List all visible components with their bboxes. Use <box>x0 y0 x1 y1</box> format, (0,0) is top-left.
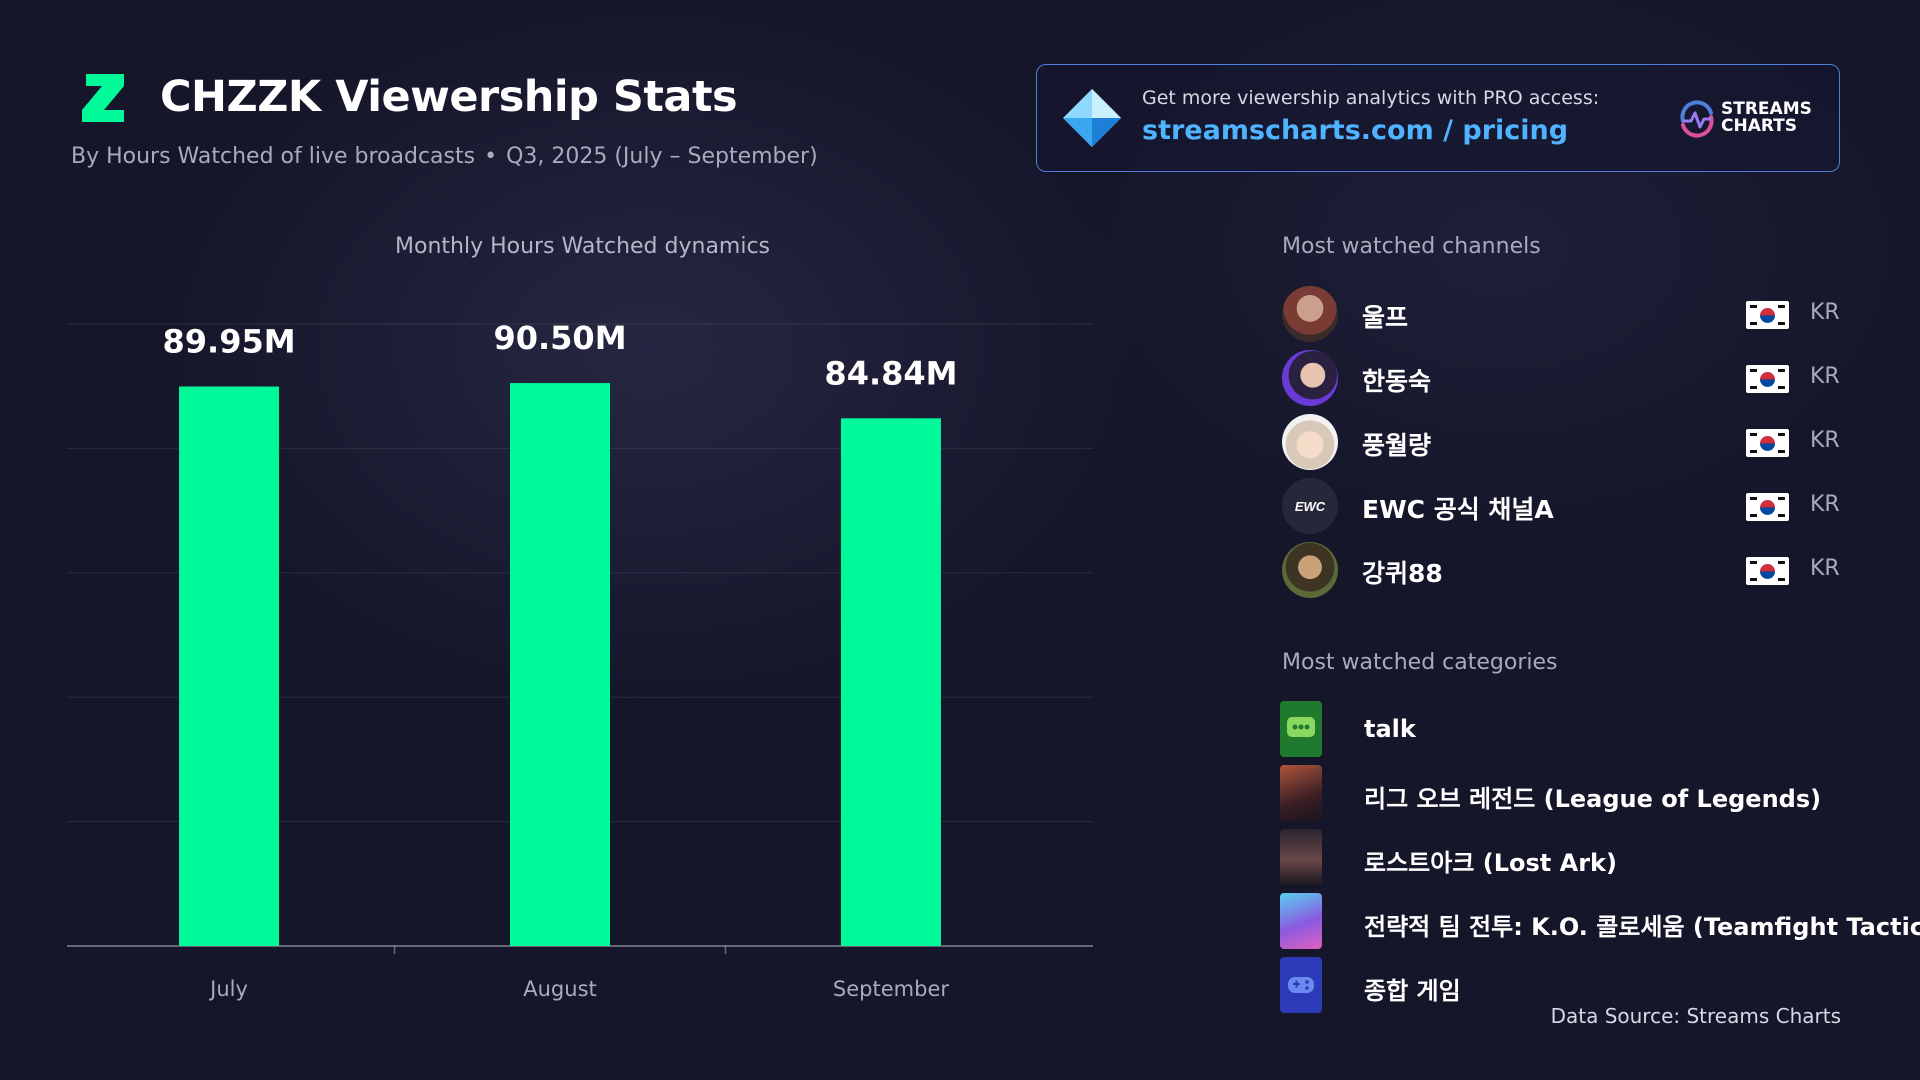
teamfight-tactics-cover-icon <box>1280 893 1322 949</box>
category-name: 전략적 팀 전투: K.O. 콜로세움 (Teamfight Tactics: <box>1364 913 1920 941</box>
streams-charts-icon <box>1680 100 1714 138</box>
channel-country: KR <box>1810 428 1840 453</box>
bar-september <box>840 418 941 947</box>
games-category-icon <box>1280 957 1322 1013</box>
x-tick-label: July <box>208 977 248 1001</box>
channels-title: Most watched channels <box>1282 234 1541 259</box>
channel-avatar <box>1282 542 1338 598</box>
channel-name: 강퀴88 <box>1362 559 1443 588</box>
category-name: talk <box>1364 715 1416 743</box>
category-row[interactable]: 리그 오브 레전드 (League of Legends) <box>1280 765 1880 821</box>
channel-row[interactable]: EWC EWC 공식 채널A KR <box>1282 478 1842 534</box>
streams-charts-logo: STREAMS CHARTS <box>1677 99 1817 139</box>
channel-name: 울프 <box>1362 303 1409 332</box>
kr-flag-icon <box>1746 301 1789 329</box>
page-title: CHZZK Viewership Stats <box>160 72 738 122</box>
channel-country: KR <box>1810 556 1840 581</box>
bar-august <box>510 383 610 947</box>
categories-title: Most watched categories <box>1282 650 1558 675</box>
chat-bubble-icon <box>1287 717 1315 737</box>
channel-name: 풍월량 <box>1362 431 1432 460</box>
category-name: 로스트아크 (Lost Ark) <box>1364 849 1617 877</box>
kr-flag-icon <box>1746 557 1789 585</box>
league-of-legends-cover-icon <box>1280 765 1322 821</box>
promo-text: Get more viewership analytics with PRO a… <box>1142 87 1600 109</box>
channel-avatar <box>1282 350 1338 406</box>
channel-country: KR <box>1810 364 1840 389</box>
category-name: 종합 게임 <box>1364 977 1461 1005</box>
svg-text:EWC: EWC <box>1295 499 1326 514</box>
data-label: 84.84M <box>824 354 957 392</box>
subtitle-separator: • <box>484 144 498 169</box>
channel-country: KR <box>1810 492 1840 517</box>
subtitle-period: Q3, 2025 (July – September) <box>506 144 818 169</box>
channel-row[interactable]: 한동숙 KR <box>1282 350 1842 406</box>
bar-july <box>179 386 280 946</box>
gamepad-icon <box>1288 977 1314 993</box>
channel-row[interactable]: 풍월량 KR <box>1282 414 1842 470</box>
x-tick-label: September <box>833 977 949 1001</box>
chzzk-logo-icon <box>82 74 124 122</box>
subtitle-metric: By Hours Watched of live broadcasts <box>71 144 476 169</box>
category-row[interactable]: 로스트아크 (Lost Ark) <box>1280 829 1880 885</box>
data-source: Data Source: Streams Charts <box>1550 1004 1841 1028</box>
channel-avatar <box>1282 414 1338 470</box>
data-label: 90.50M <box>493 319 626 357</box>
talk-category-icon <box>1280 701 1322 757</box>
category-row[interactable]: 전략적 팀 전투: K.O. 콜로세움 (Teamfight Tactics: <box>1280 893 1920 949</box>
page-subtitle: By Hours Watched of live broadcasts • Q3, … <box>71 144 818 169</box>
brand-line-1: STREAMS <box>1721 99 1812 119</box>
chart-title: Monthly Hours Watched dynamics <box>395 234 771 259</box>
pricing-link[interactable]: streamscharts.com / pricing <box>1142 115 1569 146</box>
channel-avatar: EWC <box>1282 478 1338 534</box>
streams-charts-wordmark: STREAMS CHARTS <box>1721 101 1812 135</box>
category-name: 리그 오브 레전드 (League of Legends) <box>1364 785 1822 813</box>
data-label: 89.95M <box>163 323 296 361</box>
kr-flag-icon <box>1746 365 1789 393</box>
promo-banner[interactable]: Get more viewership analytics with PRO a… <box>1036 64 1840 172</box>
channel-row[interactable]: 강퀴88 KR <box>1282 542 1842 598</box>
ewc-logo-icon: EWC <box>1295 499 1326 514</box>
channel-row[interactable]: 울프 KR <box>1282 286 1842 342</box>
channel-name: EWC 공식 채널A <box>1362 495 1554 524</box>
kr-flag-icon <box>1746 493 1789 521</box>
bar-chart: 89.95M July 90.50M August 84.84M September <box>67 319 1093 1001</box>
diamond-icon <box>1063 89 1121 147</box>
category-row[interactable]: 종합 게임 <box>1280 957 1880 1013</box>
brand-line-2: CHARTS <box>1721 116 1798 136</box>
lost-ark-cover-icon <box>1280 829 1322 885</box>
channel-avatar <box>1282 286 1338 342</box>
channel-country: KR <box>1810 300 1840 325</box>
category-row[interactable]: talk <box>1280 701 1880 757</box>
channel-name: 한동숙 <box>1362 367 1432 396</box>
kr-flag-icon <box>1746 429 1789 457</box>
x-tick-label: August <box>523 977 597 1001</box>
